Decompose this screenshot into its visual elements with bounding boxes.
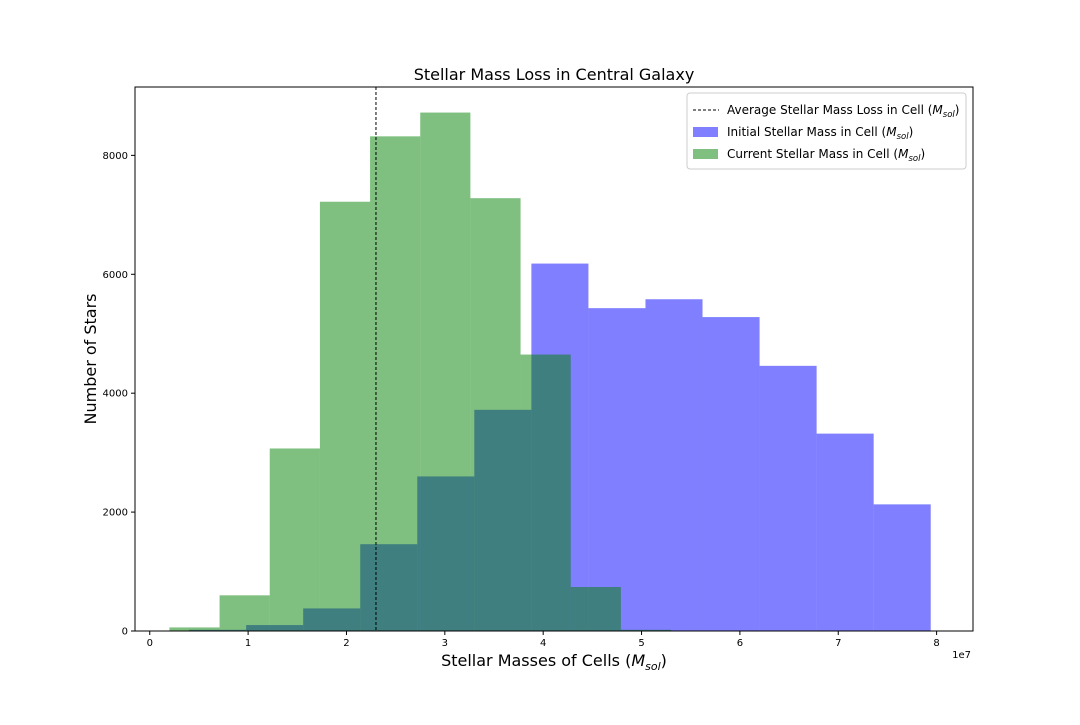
plot-area-frame [134, 86, 974, 632]
histogram-bar [759, 365, 817, 631]
x-tick-label: 5 [638, 638, 644, 649]
y-tick-label: 0 [122, 627, 128, 638]
series-current-mass [169, 112, 672, 632]
legend-label-subscript: sol [897, 132, 910, 142]
legend-label: Initial Stellar Mass in Cell (Msol) [727, 125, 913, 142]
x-tick-label: 8 [933, 638, 939, 649]
histogram-bar [219, 595, 270, 631]
histogram-bar [816, 433, 874, 631]
legend-label-prefix: Average Stellar Mass Loss in Cell ( [727, 103, 932, 117]
histogram-bar [370, 136, 421, 632]
x-tick-label: 6 [737, 638, 743, 649]
legend-label: Average Stellar Mass Loss in Cell (Msol) [727, 103, 959, 120]
legend-label-prefix: Current Stellar Mass in Cell ( [727, 147, 898, 161]
legend: Average Stellar Mass Loss in Cell (Msol)… [686, 92, 967, 170]
bars-layer [169, 112, 931, 632]
x-axis-label-prefix: Stellar Masses of Cells ( [441, 651, 631, 670]
x-tick-label: 4 [540, 638, 546, 649]
histogram-bar [470, 198, 521, 631]
y-tick-label: 6000 [103, 270, 128, 281]
histogram-bar [319, 201, 371, 631]
legend-label-suffix: ) [955, 103, 960, 117]
x-axis-label-suffix: ) [661, 651, 667, 670]
histogram-bar [588, 308, 646, 631]
y-axis-label: Number of Stars [81, 293, 100, 424]
legend-color-swatch [693, 127, 718, 137]
histogram-bar [620, 629, 672, 631]
legend-label-symbol: M [932, 103, 943, 117]
chart-title: Stellar Mass Loss in Central Galaxy [414, 65, 695, 84]
legend-label-suffix: ) [920, 147, 925, 161]
legend-label: Current Stellar Mass in Cell (Msol) [727, 147, 925, 164]
legend-label-symbol: M [898, 147, 909, 161]
x-tick-label: 0 [147, 638, 153, 649]
y-tick-label: 4000 [103, 389, 128, 400]
x-tick-label: 2 [343, 638, 349, 649]
histogram-bar [420, 112, 471, 632]
legend-label-prefix: Initial Stellar Mass in Cell ( [727, 125, 886, 139]
legend-label-suffix: ) [909, 125, 914, 139]
x-axis-label-symbol: M [631, 651, 645, 670]
histogram-bar [570, 587, 621, 631]
x-tick-label: 7 [835, 638, 841, 649]
x-axis-label: Stellar Masses of Cells (Msol) [441, 651, 667, 673]
x-axis-label-subscript: sol [645, 660, 661, 673]
histogram-bar [873, 504, 931, 631]
histogram-bar [269, 448, 320, 631]
legend-label-symbol: M [886, 125, 897, 139]
x-tick-label: 1 [245, 638, 251, 649]
x-axis-scale-factor: 1e7 [952, 650, 971, 661]
legend-label-subscript: sol [943, 110, 956, 120]
histogram-bar [702, 317, 760, 631]
x-tick-label: 3 [442, 638, 448, 649]
legend-box [686, 92, 967, 170]
legend-label-subscript: sol [908, 154, 921, 164]
y-tick-label: 2000 [103, 508, 128, 519]
legend-color-swatch [693, 149, 718, 159]
histogram-bar [169, 627, 220, 631]
y-tick-label: 8000 [103, 151, 128, 162]
histogram-bar [645, 299, 703, 631]
ticks-layer: 0 1 2 3 4 5 6 7 8 0 2000 4000 6000 8000 [103, 151, 940, 649]
histogram-bar [520, 354, 571, 631]
